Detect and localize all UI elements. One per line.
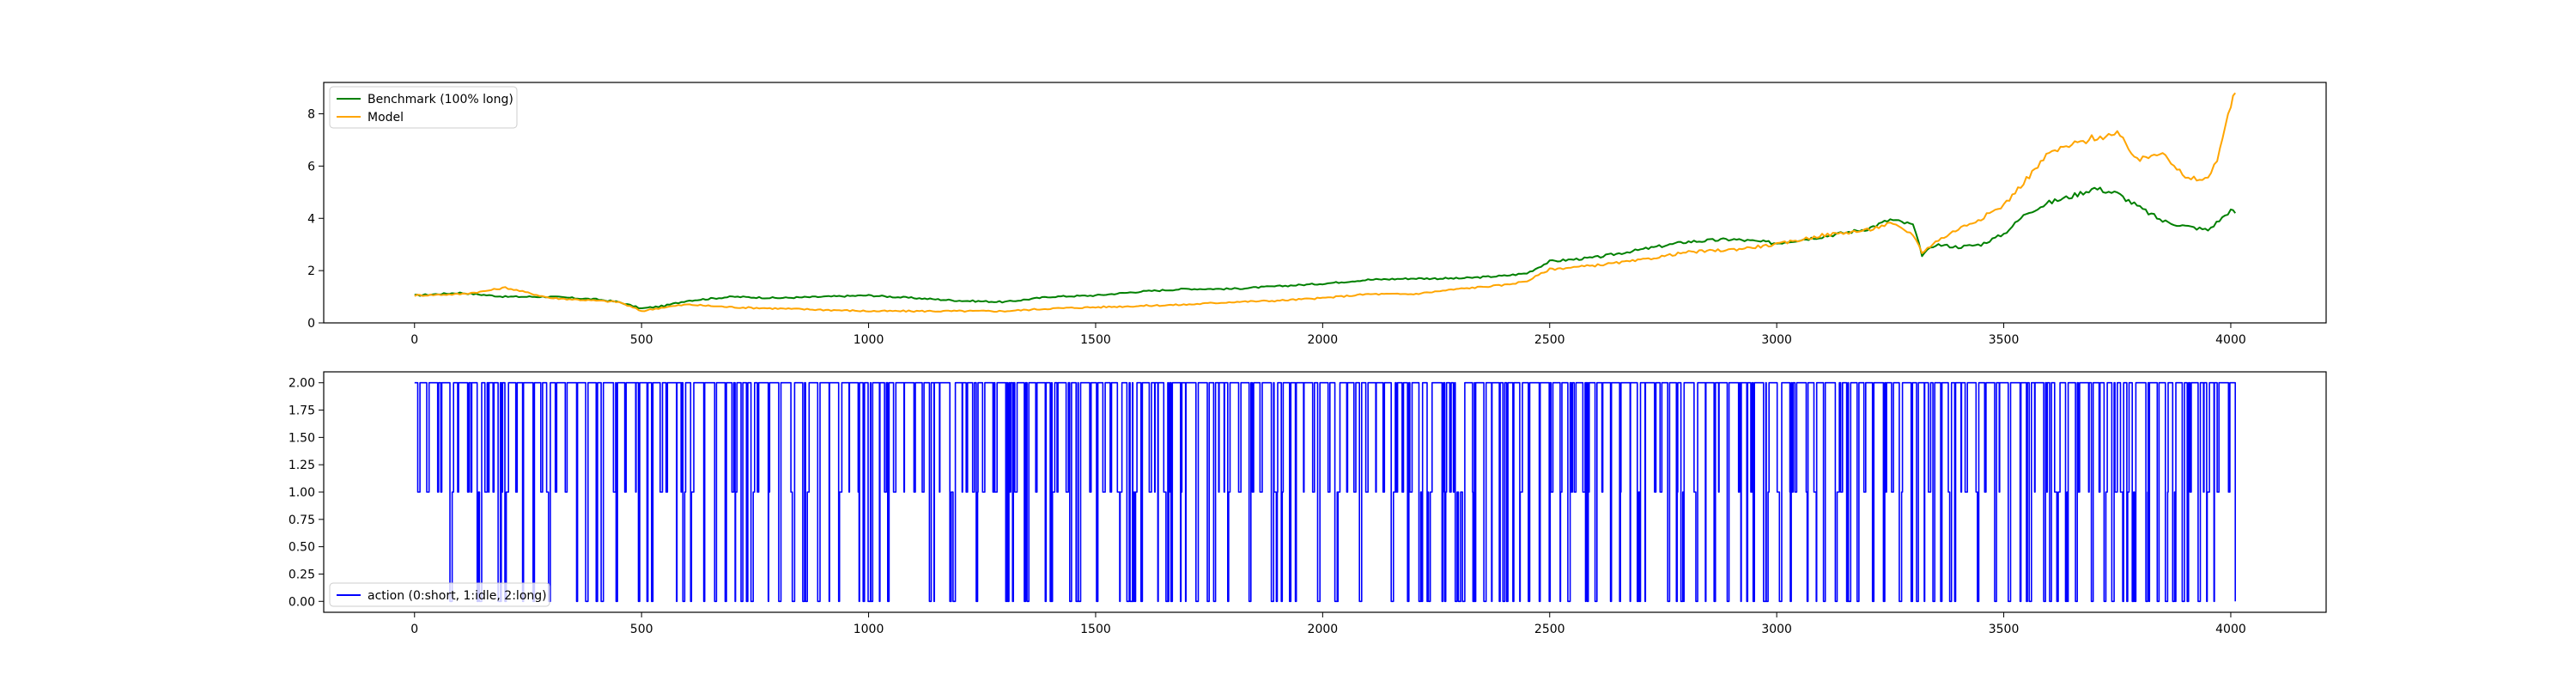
- series-line: [414, 381, 2236, 603]
- x-tick-label: 3000: [1761, 623, 1792, 636]
- x-tick-label: 3000: [1761, 333, 1792, 347]
- top-ytick-layer: 0 2 4 6 8: [307, 108, 324, 331]
- x-tick-label: 2000: [1308, 333, 1339, 347]
- x-tick-label: 1500: [1080, 623, 1111, 636]
- y-tick-label: 0.75: [289, 514, 315, 527]
- x-tick-label: 4000: [2215, 333, 2246, 347]
- y-tick-label: 8: [307, 108, 315, 122]
- legend-label-benchmark: Benchmark (100% long): [368, 93, 513, 106]
- x-tick-label: 2500: [1534, 333, 1565, 347]
- bottom-xtick-layer: 0 500 1000 1500 2000 2500 3000 3500 4000: [410, 612, 2246, 636]
- bottom-axes-frame: [323, 371, 2327, 613]
- top-xtick-layer: 0 500 1000 1500 2000 2500 3000 3500 4000: [410, 323, 2246, 347]
- x-tick-label: 2000: [1308, 623, 1339, 636]
- x-tick-label: 1500: [1080, 333, 1111, 347]
- bottom-ytick-layer: 0.00 0.25 0.50 0.75 1.00 1.25 1.50 1.75 2.00: [289, 377, 324, 609]
- y-tick-label: 1.75: [289, 404, 315, 418]
- x-tick-label: 0: [410, 333, 418, 347]
- y-tick-label: 1.00: [289, 486, 315, 500]
- x-tick-label: 500: [630, 623, 653, 636]
- top-legend: Benchmark (100% long) Model: [329, 86, 518, 129]
- legend-label-action: action (0:short, 1:idle, 2:long): [368, 589, 547, 603]
- y-tick-label: 1.50: [289, 431, 315, 445]
- y-tick-label: 4: [307, 212, 315, 226]
- bottom-legend-box: [329, 582, 550, 607]
- x-tick-label: 2500: [1534, 623, 1565, 636]
- y-tick-label: 0.50: [289, 541, 315, 555]
- top-axes: 0 500 1000 1500 2000 2500 3000 3500 4000 0 2 4 6 8 B…: [307, 82, 2327, 347]
- y-tick-label: 6: [307, 160, 315, 173]
- x-tick-label: 3500: [1989, 333, 2020, 347]
- y-tick-label: 0: [307, 317, 315, 331]
- x-tick-label: 0: [410, 623, 418, 636]
- x-tick-label: 1000: [854, 333, 884, 347]
- x-tick-label: 1000: [854, 623, 884, 636]
- y-tick-label: 1.25: [289, 459, 315, 472]
- top-legend-box: [329, 86, 518, 129]
- y-tick-label: 0.25: [289, 568, 315, 581]
- y-tick-label: 2: [307, 264, 315, 278]
- legend-label-model: Model: [368, 111, 404, 125]
- bottom-series-layer: [414, 381, 2236, 603]
- x-tick-label: 4000: [2215, 623, 2246, 636]
- y-tick-label: 2.00: [289, 377, 315, 391]
- top-axes-frame: [323, 82, 2327, 324]
- series-line: [414, 92, 2236, 313]
- top-series-layer: [414, 92, 2237, 313]
- x-tick-label: 3500: [1989, 623, 2020, 636]
- x-tick-label: 500: [630, 333, 653, 347]
- bottom-legend: action (0:short, 1:idle, 2:long): [329, 582, 550, 607]
- bottom-axes: 0 500 1000 1500 2000 2500 3000 3500 4000 0.00 0.2…: [289, 371, 2327, 636]
- y-tick-label: 0.00: [289, 595, 315, 609]
- series-line: [414, 186, 2237, 309]
